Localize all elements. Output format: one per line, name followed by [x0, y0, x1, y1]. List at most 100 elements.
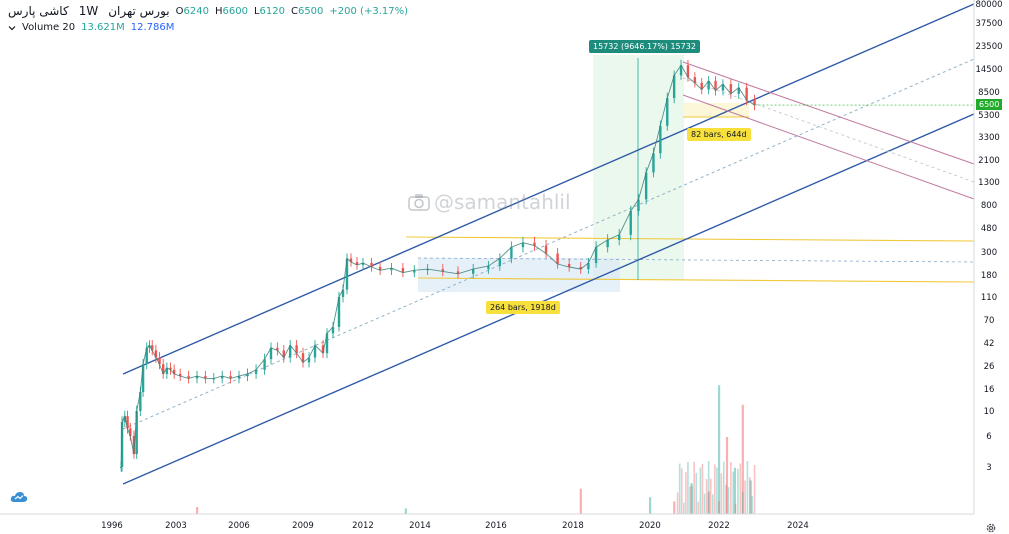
symbol-name[interactable]: کاشی پارس [8, 4, 69, 18]
volume-bar [404, 508, 407, 514]
price-tick-label: 10 [984, 407, 995, 417]
candle-body [629, 211, 632, 235]
candle-body [145, 347, 148, 365]
price-tick-label: 1300 [978, 178, 1000, 188]
volume-bar [718, 500, 720, 514]
candle-body [378, 266, 382, 271]
price-tick-label: 8500 [978, 88, 1000, 98]
volume-bar [733, 467, 736, 514]
candle-body [659, 125, 662, 154]
volume-bar [737, 468, 739, 514]
high-label: H [214, 5, 223, 17]
falling-channel-lower[interactable] [682, 94, 975, 200]
gear-icon[interactable] [985, 519, 997, 533]
volume-indicator-name[interactable]: Volume 20 [22, 22, 76, 33]
price-tick-label: 6 [986, 432, 991, 442]
candle-body [276, 347, 279, 351]
price-tick-label: 300 [981, 248, 997, 258]
ohlc-close: C6500 [291, 6, 323, 17]
time-tick-label: 2022 [708, 521, 730, 531]
candle-body [714, 80, 717, 91]
candle-body [129, 428, 132, 436]
watermark: @samantahlil [408, 190, 571, 214]
candle-body [289, 345, 292, 358]
candle-body [151, 345, 154, 351]
price-tick-label: 42 [984, 339, 995, 349]
volume-bar [734, 503, 737, 514]
ohlc-open: O6240 [176, 6, 209, 17]
support-resistance-line[interactable] [417, 277, 975, 283]
channel-layer [122, 3, 975, 485]
volume-bar [741, 404, 744, 514]
close-label: C [290, 5, 298, 17]
volume-bar [730, 462, 732, 514]
range-label-a[interactable]: 264 bars, 1918d [486, 301, 560, 314]
candle-body [737, 87, 740, 94]
symbol-legend[interactable]: کاشی پارس 1W بورس تهران O6240 H6600 L612… [8, 4, 408, 18]
candle-body [162, 364, 165, 374]
last-price-tag: 6500 [976, 99, 1003, 110]
candle-body [165, 367, 169, 374]
candle-body [349, 258, 353, 263]
candle-body [390, 268, 393, 271]
candle-body [355, 262, 359, 265]
falling-channel-upper[interactable] [682, 61, 975, 165]
candle-body [229, 376, 232, 379]
open-value: 6240 [183, 5, 209, 17]
time-tick-label: 2009 [292, 521, 314, 531]
candle-body [172, 369, 176, 374]
candle-body [672, 75, 676, 99]
chevron-down-icon[interactable] [8, 24, 16, 32]
candle-body [237, 376, 241, 379]
range-box-b[interactable] [683, 103, 749, 117]
candle-body [579, 266, 582, 270]
candle-body [426, 269, 429, 271]
range-box-a[interactable] [418, 258, 620, 292]
time-tick-label: 2003 [165, 521, 187, 531]
ohlc-high: H6600 [215, 6, 248, 17]
candle-body [212, 378, 215, 380]
channel-upper-line[interactable] [122, 3, 975, 375]
candle-body [686, 65, 690, 78]
range-label-b[interactable]: 82 bars, 644d [687, 128, 751, 141]
volume-bar [749, 477, 751, 514]
candle-body [126, 416, 129, 429]
candle-body [441, 269, 444, 272]
volume-bar [697, 501, 700, 514]
candle-body [123, 416, 126, 422]
time-tick-label: 2014 [409, 521, 431, 531]
candle-body [556, 253, 559, 264]
candle-body [666, 98, 669, 126]
volume-value: 13.621M [81, 22, 125, 33]
support-resistance-line[interactable] [405, 236, 975, 242]
price-tick-label: 14500 [975, 65, 1002, 75]
candle-body [700, 82, 703, 90]
channel-lower-line[interactable] [122, 113, 975, 485]
candle-body [154, 350, 158, 358]
candle-body [158, 357, 161, 365]
volume-bar [751, 496, 753, 514]
volume-bar [705, 479, 708, 514]
candle-body [195, 376, 199, 379]
candle-body [693, 77, 697, 83]
candle-body [413, 270, 416, 273]
midline [417, 257, 975, 263]
candle-body [282, 350, 285, 358]
camera-icon [408, 194, 430, 211]
cloud-logo-icon[interactable] [10, 488, 28, 502]
candle-body [139, 392, 142, 411]
candle-body [246, 373, 249, 377]
volume-legend[interactable]: Volume 20 13.621M 12.786M [8, 22, 174, 33]
measure-label[interactable]: 15732 (9646.17%) 15732 [589, 40, 700, 53]
volume-bar [649, 497, 652, 514]
candle-body [729, 84, 733, 94]
candle-body [652, 153, 655, 173]
candle-body [510, 247, 513, 259]
timeframe-label[interactable]: 1W [78, 4, 99, 18]
volume-bar [749, 480, 752, 514]
candle-body [753, 100, 756, 106]
volume-bar [695, 472, 698, 514]
candle-body [325, 333, 329, 354]
